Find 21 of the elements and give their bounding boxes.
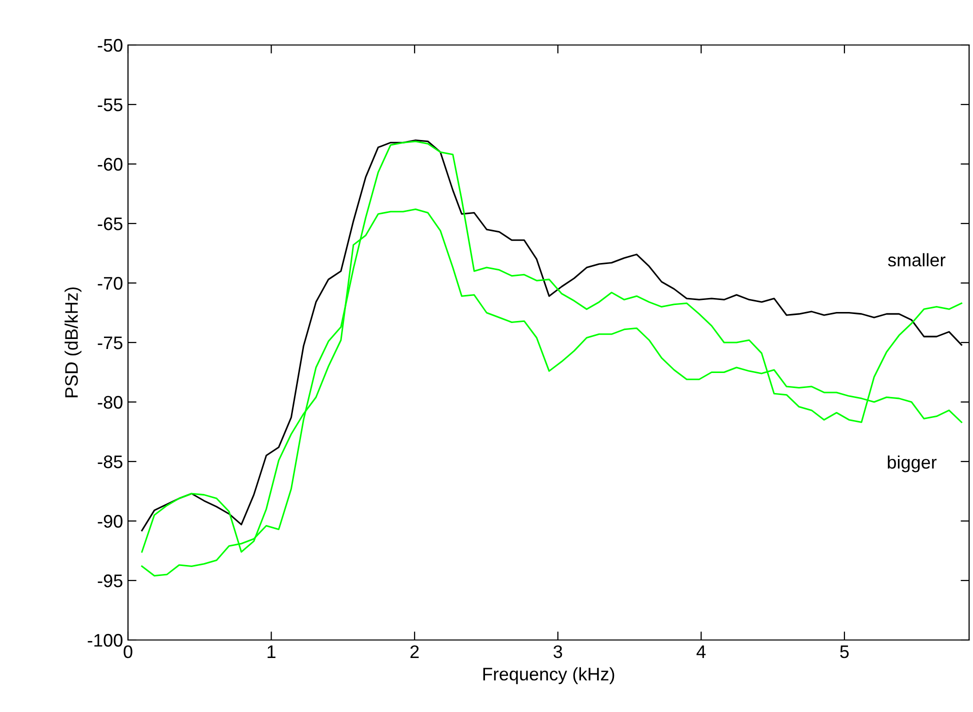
y-tick-label: -60 [98, 158, 122, 171]
x-tick-label: 2 [410, 645, 419, 658]
y-tick-label: -75 [98, 336, 122, 350]
y-tick-label: -85 [98, 455, 122, 468]
y-tick-label: -90 [98, 514, 122, 528]
x-tick-label: 4 [696, 646, 706, 658]
x-tick-label: 1 [268, 646, 276, 658]
annotation: bigger [888, 455, 937, 472]
x-tick-label: 5 [840, 646, 849, 658]
x-axis-title: Frequency (kHz) [483, 667, 614, 684]
y-tick-label: -55 [98, 98, 122, 112]
x-tick-label: 3 [554, 645, 562, 658]
y-tick-label: -95 [98, 574, 122, 588]
y-tick-label: -70 [98, 276, 122, 290]
y-tick-label: -50 [98, 38, 122, 52]
annotation: smaller [888, 253, 946, 266]
y-tick-label: -65 [98, 217, 122, 230]
x-tick-label: 0 [124, 645, 132, 658]
y-tick-label: -100 [88, 634, 122, 647]
y-tick-label: -80 [98, 396, 122, 409]
y-axis-title: PSD (dB/kHz) [64, 287, 82, 398]
